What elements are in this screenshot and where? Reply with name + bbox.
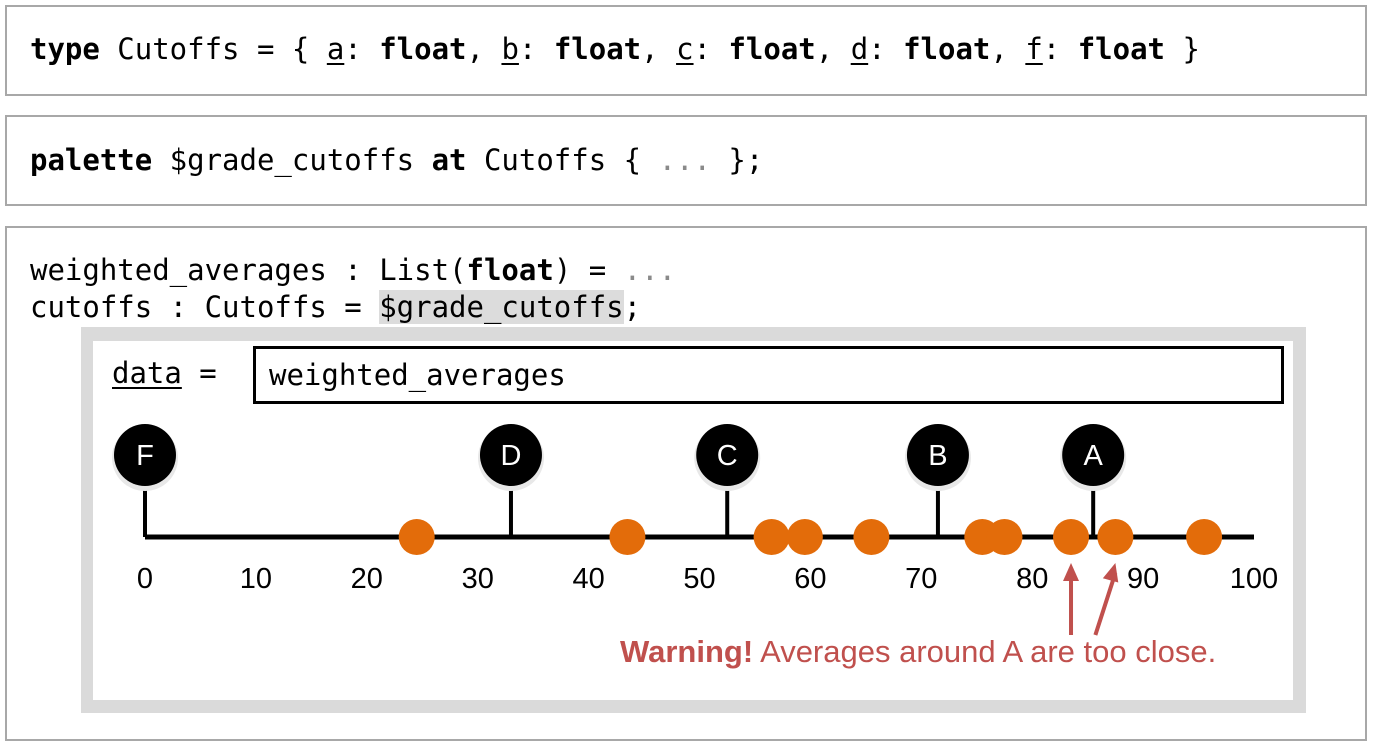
warning-arrowhead [1063,563,1080,581]
field-d: d: float, [850,32,1026,66]
data-point [986,519,1023,555]
code-ellipsis[interactable]: ... [623,253,677,287]
cutoff-label-d: D [500,440,521,472]
cutoff-label-b: B [928,440,947,472]
warning-text: Averages around A are too close. [753,634,1217,669]
cutoff-handle-d[interactable] [479,424,542,486]
data-point [753,519,790,555]
cutoff-label-f: F [136,440,154,472]
data-point [1053,519,1090,555]
tick-label: 10 [240,563,272,595]
tick-label: 30 [462,563,494,595]
palette-ellipsis[interactable]: ... [658,143,711,177]
data-point [398,519,435,555]
warning-arrowhead [1102,563,1119,583]
data-point [853,519,890,555]
tick-label: 40 [572,563,604,595]
palette-variable: $grade_cutoffs [152,143,432,177]
warning-message: Warning! Averages around A are too close… [620,634,1216,670]
tick-label: 0 [137,563,153,595]
data-point [1097,519,1134,555]
data-label: data = [112,356,217,390]
cutoff-handle-b[interactable] [906,424,969,486]
cutoff-handle-f[interactable] [114,424,176,486]
tick-label: 60 [794,563,826,595]
warning-label: Warning! [620,634,754,669]
cutoff-label-c: C [717,440,738,472]
keyword-type: type [30,32,100,66]
tick-label: 80 [1016,563,1048,595]
cutoff-handle-a[interactable] [1062,424,1125,486]
type-declaration-code: type Cutoffs = { a: float, b: float, c: … [30,31,1200,68]
tick-label: 90 [1127,563,1159,595]
cutoff-handle-c[interactable] [696,424,759,486]
code-line-cutoffs: cutoffs : Cutoffs = $grade_cutoffs; [30,290,642,324]
tick-label: 20 [351,563,383,595]
palette-declaration-code: palette $grade_cutoffs at Cutoffs { ... … [30,142,763,179]
palette-end: }; [710,143,764,177]
palette-type: Cutoffs { [466,143,659,177]
tick-label: 70 [905,563,937,595]
warning-arrow [1093,572,1118,636]
type-name: Cutoffs = { [99,32,327,66]
keyword-palette: palette [30,143,153,177]
palette-hole-highlight[interactable]: $grade_cutoffs [379,290,624,324]
field-a: a: float, [326,32,502,66]
data-point [786,519,823,555]
data-point [1186,519,1223,555]
field-b: b: float, [501,32,677,66]
keyword-at: at [431,143,467,177]
cutoff-label-a: A [1084,440,1104,472]
keyword-float: float [466,253,554,287]
code-line-weighted-averages: weighted_averages : List(float) = ... [30,253,677,287]
data-expression-input[interactable] [253,346,1284,404]
tick-label: 100 [1230,563,1278,595]
field-c: c: float, [676,32,851,66]
data-point [609,519,646,555]
field-f: f: float } [1025,32,1200,66]
palette-declaration-panel [5,115,1367,206]
type-declaration-panel [5,5,1367,96]
tick-label: 50 [683,563,715,595]
